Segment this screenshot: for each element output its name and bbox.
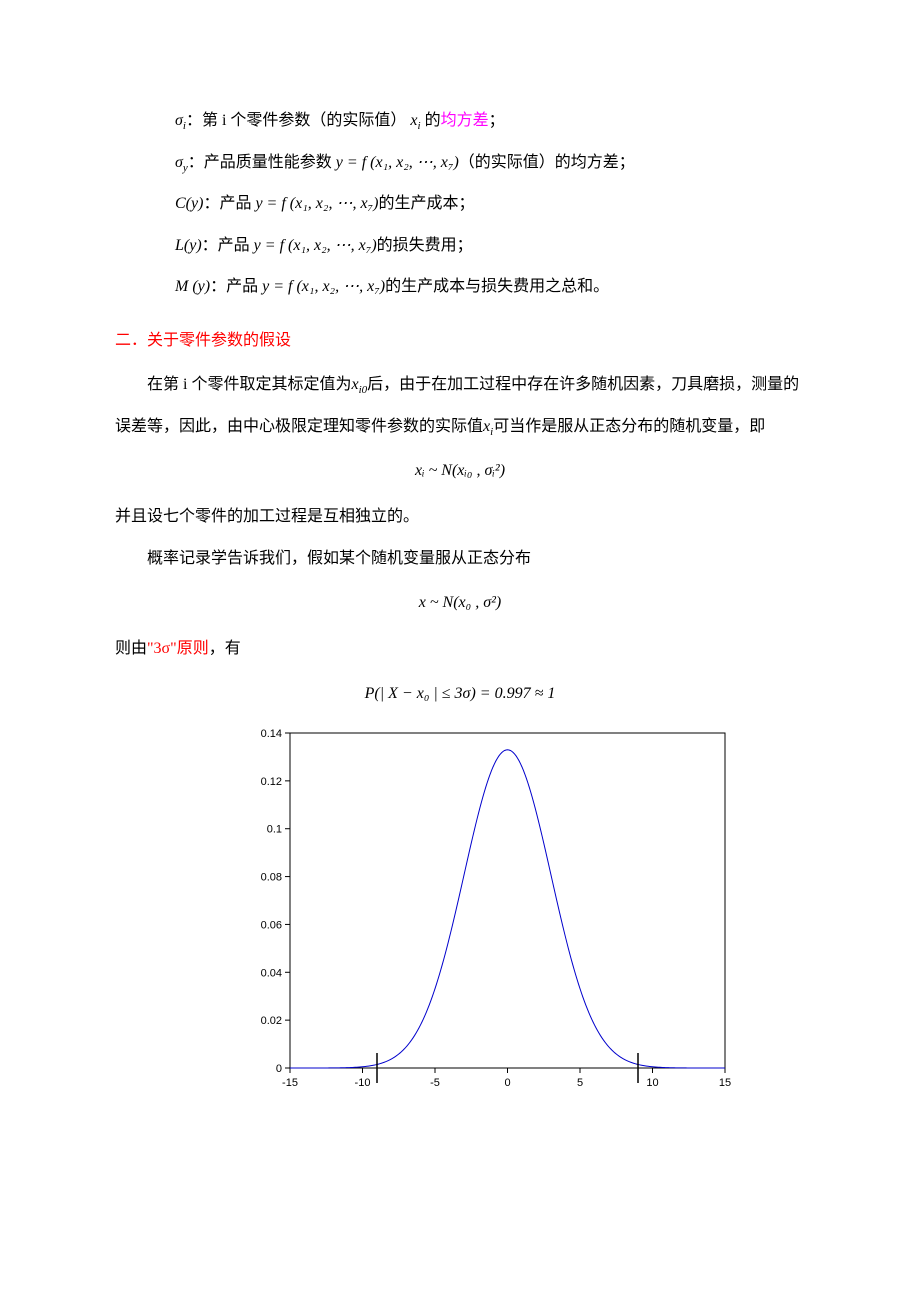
- svg-text:0.1: 0.1: [267, 824, 282, 836]
- svg-text:0.14: 0.14: [261, 728, 282, 740]
- svg-text:-15: -15: [282, 1077, 298, 1089]
- svg-text:0.08: 0.08: [261, 872, 282, 884]
- Ly-symbol: L(y): [175, 237, 202, 254]
- svg-text:10: 10: [646, 1077, 658, 1089]
- svg-text:5: 5: [577, 1077, 583, 1089]
- paragraph-4: 则由"3σ"原则，有: [115, 628, 805, 670]
- sigma-i-symbol: σ: [175, 112, 183, 129]
- chart-svg: -15 -10 -5 0 5 10 15 0 0.02 0.04 0.06 0.08 0.1 0.12 0.…: [235, 728, 735, 1098]
- svg-text:15: 15: [719, 1077, 731, 1089]
- formula-2: x ~ N(x₀ , σ²): [115, 589, 805, 618]
- paragraph-1: 在第 i 个零件取定其标定值为xi0后，由于在加工过程中存在许多随机因素，刀具磨…: [115, 364, 805, 447]
- def-sigma-i: σi：第 i 个零件参数（的实际值） xi 的均方差；: [175, 100, 805, 142]
- svg-text:0.12: 0.12: [261, 776, 282, 788]
- highlight-text: 均方差: [441, 112, 489, 129]
- paragraph-2: 并且设七个零件的加工过程是互相独立的。: [115, 496, 805, 538]
- def-Cy: C(y)：产品 y = f (x₁, x₂, ⋯, x₇)的生产成本；: [175, 183, 805, 225]
- svg-text:-5: -5: [430, 1077, 440, 1089]
- paragraph-3: 概率记录学告诉我们，假如某个随机变量服从正态分布: [115, 538, 805, 580]
- formula-1: xᵢ ~ N(xᵢ₀ , σᵢ²): [115, 457, 805, 486]
- def-sigma-y: σy：产品质量性能参数 y = f (x₁, x₂, ⋯, x₇)（的实际值）的…: [175, 142, 805, 184]
- section-2-title: 二．关于零件参数的假设: [115, 326, 805, 350]
- three-sigma-text: "3σ"原则: [147, 640, 209, 657]
- svg-text:-10: -10: [355, 1077, 371, 1089]
- sigma-y-symbol: σ: [175, 154, 183, 171]
- svg-text:0.02: 0.02: [261, 1015, 282, 1027]
- svg-text:0: 0: [276, 1063, 282, 1075]
- svg-text:0.06: 0.06: [261, 920, 282, 932]
- svg-text:0.04: 0.04: [261, 968, 282, 980]
- My-symbol: M (y): [175, 278, 210, 295]
- formula-3: P(| X − x₀ | ≤ 3σ) = 0.997 ≈ 1: [115, 680, 805, 709]
- Cy-symbol: C(y): [175, 195, 203, 212]
- svg-text:0: 0: [504, 1077, 510, 1089]
- def-My: M (y)：产品 y = f (x₁, x₂, ⋯, x₇)的生产成本与损失费用…: [175, 266, 805, 308]
- def-Ly: L(y)：产品 y = f (x₁, x₂, ⋯, x₇)的损失费用；: [175, 225, 805, 267]
- normal-dist-chart: -15 -10 -5 0 5 10 15 0 0.02 0.04 0.06 0.08 0.1 0.12 0.…: [235, 728, 805, 1103]
